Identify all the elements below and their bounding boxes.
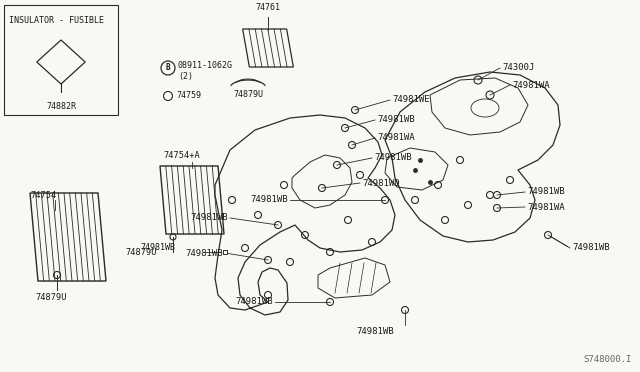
- Text: 74981WB: 74981WB: [527, 187, 564, 196]
- Text: 74981WE: 74981WE: [392, 96, 429, 105]
- Text: 74879U: 74879U: [125, 248, 157, 257]
- Bar: [4, 5, 118, 115]
- Text: 74981WB: 74981WB: [186, 248, 223, 257]
- Text: S748000.I: S748000.I: [584, 355, 632, 364]
- Text: 74981WB: 74981WB: [356, 327, 394, 337]
- Text: 74981WB: 74981WB: [236, 298, 273, 307]
- Text: INSULATOR - FUSIBLE: INSULATOR - FUSIBLE: [9, 16, 104, 25]
- Text: 74981WB: 74981WB: [377, 115, 415, 125]
- Text: 74300J: 74300J: [502, 64, 534, 73]
- Text: 74981WA: 74981WA: [527, 202, 564, 212]
- Text: 74981WB: 74981WB: [140, 243, 175, 252]
- Text: 74879U: 74879U: [35, 293, 67, 302]
- Text: 08911-1062G: 08911-1062G: [178, 61, 233, 70]
- Text: (2): (2): [178, 71, 193, 80]
- Text: 74981WB: 74981WB: [374, 154, 412, 163]
- Text: 74761: 74761: [255, 3, 280, 12]
- Text: 74882R: 74882R: [46, 102, 76, 111]
- Text: 74981WB: 74981WB: [572, 244, 610, 253]
- Text: 74879U: 74879U: [233, 90, 263, 99]
- Bar: [223, 250, 227, 254]
- Text: 74759: 74759: [176, 92, 201, 100]
- Text: B: B: [166, 64, 170, 73]
- Text: 74981WD: 74981WD: [362, 179, 399, 187]
- Text: 74981WB: 74981WB: [190, 214, 228, 222]
- Text: 74981WA: 74981WA: [377, 134, 415, 142]
- Text: 74754: 74754: [30, 191, 56, 200]
- Text: 74754+A: 74754+A: [163, 151, 200, 160]
- Text: 74981WA: 74981WA: [512, 80, 550, 90]
- Text: 74981WB: 74981WB: [250, 196, 288, 205]
